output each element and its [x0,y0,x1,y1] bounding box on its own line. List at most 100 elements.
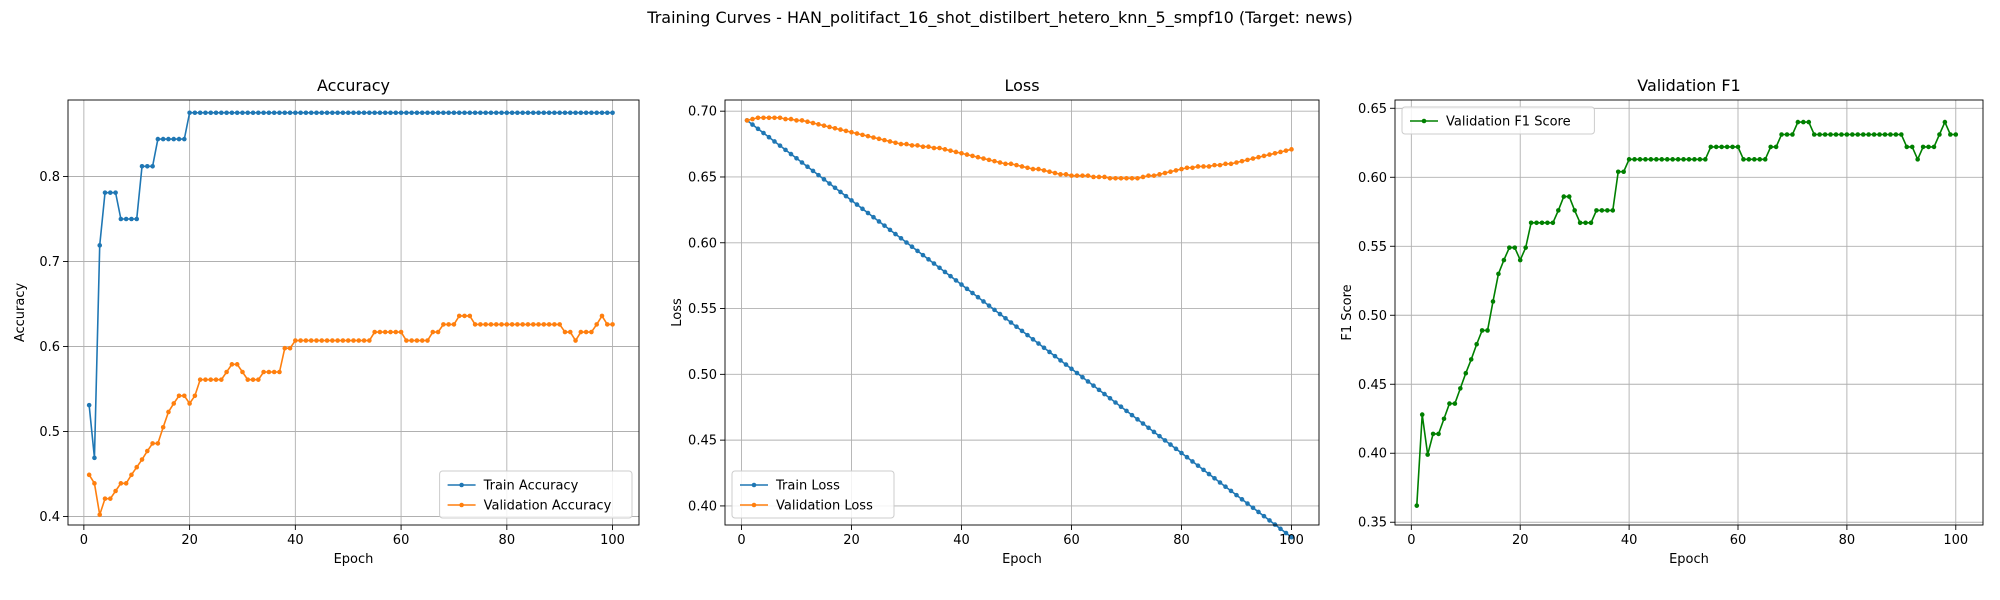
data-point [1588,220,1594,226]
data-point [1817,132,1822,137]
y-tick-label: 0.45 [1358,378,1387,393]
data-point [314,110,319,116]
data-point [1741,157,1746,162]
y-axis-label: Accuracy [13,283,28,343]
data-point [176,136,182,142]
data-point [882,137,887,143]
data-point [261,369,266,375]
x-tick-label: 80 [499,533,516,548]
data-point [1201,164,1206,169]
data-point [414,110,420,116]
legend: Validation F1 Score [1401,106,1595,135]
y-tick-label: 0.60 [688,236,717,251]
data-point [1102,174,1107,180]
data-point [810,120,816,126]
data-point [1485,328,1490,333]
x-tick-label: 40 [287,533,304,548]
data-point [139,164,145,169]
data-point [1168,169,1173,175]
data-point [926,144,931,150]
data-point [887,139,893,144]
data-point [1003,161,1008,167]
data-point [1447,401,1452,406]
data-point [536,110,541,116]
data-point [493,322,499,327]
data-point [744,118,750,123]
data-point [1632,157,1637,162]
data-point [97,512,103,518]
data-point [915,143,920,148]
data-point [472,322,478,327]
data-point [1915,157,1920,162]
data-point [1654,157,1659,162]
data-point [393,110,399,116]
data-point [849,198,854,203]
legend-swatch-marker [751,482,757,488]
data-point [277,369,282,375]
data-point [107,190,113,195]
data-point [1479,328,1485,333]
data-point [192,393,198,399]
data-point [1866,132,1871,137]
data-point [1052,353,1058,359]
data-point [345,338,351,343]
data-point [541,322,547,327]
data-point [361,110,367,116]
data-point [1490,299,1496,304]
data-point [1768,144,1773,150]
data-point [1278,526,1283,532]
data-point [1250,156,1256,161]
data-point [1904,144,1910,150]
data-point [931,145,937,151]
data-point [160,136,166,142]
data-point [118,481,124,486]
y-tick-label: 0.40 [688,499,717,514]
data-point [799,118,805,123]
data-point [865,210,871,216]
data-point [909,143,915,148]
data-point [509,110,515,116]
data-point [992,307,997,313]
data-point [271,110,277,116]
data-point [1283,530,1289,536]
data-point [192,110,198,116]
data-point [573,338,578,343]
data-point [303,338,309,343]
data-point [821,177,827,182]
x-tick-label: 20 [843,533,860,548]
legend: Train Loss Validation Loss [731,470,895,519]
data-point [1058,358,1063,363]
x-tick-label: 0 [737,533,745,548]
data-point [1206,471,1212,477]
data-point [567,329,573,335]
data-point [499,110,504,116]
data-point [1752,157,1757,162]
data-point [234,362,240,367]
data-point [1058,172,1063,177]
legend-swatch-marker [1421,118,1427,124]
data-point [1195,463,1201,468]
data-point [1517,257,1523,263]
x-tick-label: 20 [1512,533,1529,548]
data-point [1261,513,1267,519]
data-point [86,472,92,478]
data-point [351,110,356,116]
data-point [1063,362,1069,367]
data-point [1762,157,1768,162]
data-point [827,124,832,130]
data-point [1539,220,1545,226]
data-point [197,110,203,116]
data-point [1664,157,1670,162]
data-point [282,110,288,116]
data-point [441,110,446,116]
data-point [610,110,615,116]
data-point [1206,164,1212,169]
data-point [599,110,605,116]
y-tick-label: 0.45 [688,434,717,449]
data-point [1566,194,1572,199]
data-point [509,322,515,327]
data-point [777,115,783,121]
data-point [1069,173,1074,178]
data-point [843,193,849,199]
